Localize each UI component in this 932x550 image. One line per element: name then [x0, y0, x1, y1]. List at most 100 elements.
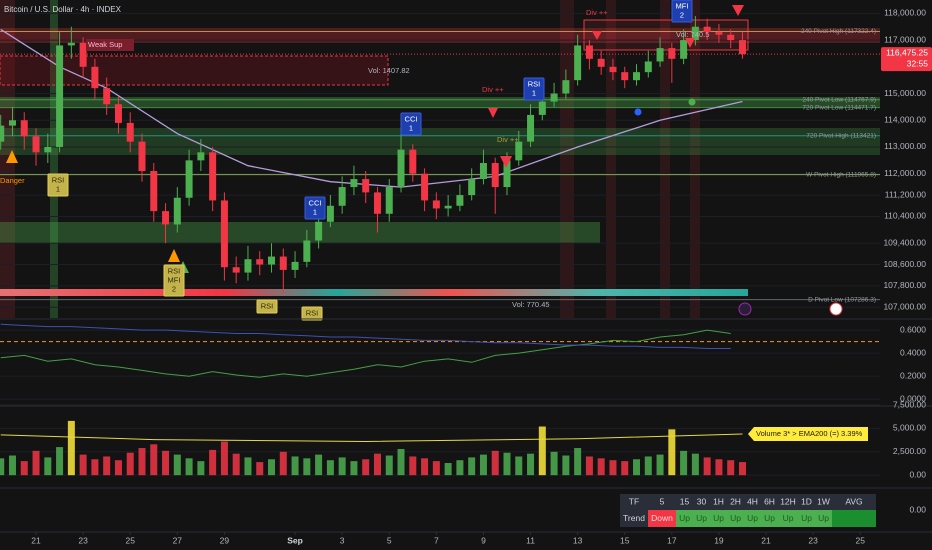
sell-marker	[488, 108, 498, 118]
table-cell	[648, 510, 676, 527]
signal-text: RSI	[261, 301, 274, 310]
signal-text: RSI	[528, 79, 541, 88]
volume-bar	[691, 453, 699, 476]
volume-bar	[491, 450, 499, 476]
candle-body	[432, 200, 440, 209]
x-tick-label: 7	[434, 535, 439, 545]
candle-body	[326, 205, 334, 222]
event-icon[interactable]	[738, 302, 752, 316]
volume-bar	[515, 456, 523, 476]
y-tick-label: 0.6000	[900, 324, 926, 334]
candle-body	[126, 122, 134, 142]
volume-bar	[326, 460, 334, 476]
table-header-cell	[778, 494, 798, 510]
zones	[0, 0, 880, 318]
volume-bar	[303, 458, 311, 476]
sell-marker	[685, 38, 695, 48]
volume-bar	[126, 452, 134, 476]
candle-body	[550, 93, 558, 102]
last-price-label: 116,475.25	[886, 47, 928, 57]
annotation: Danger	[0, 176, 25, 185]
candle-body	[703, 26, 711, 33]
candle-body	[56, 45, 64, 147]
ema-tag	[748, 427, 868, 441]
oscillator-line	[0, 329, 731, 378]
sell-marker	[732, 5, 744, 16]
table-header-cell	[832, 494, 876, 510]
candle-body	[362, 179, 370, 193]
volume-bar	[621, 461, 629, 476]
volume-bar	[291, 456, 299, 476]
sell-marker	[500, 156, 512, 168]
table-header-cell	[648, 494, 676, 510]
volume-bar	[633, 459, 641, 476]
table-header-cell	[744, 494, 761, 510]
y-tick-label: 0.00	[909, 504, 926, 514]
x-tick-label: 5	[387, 535, 392, 545]
candle-body	[0, 125, 5, 142]
signal-text: 1	[409, 123, 413, 132]
candle-body	[150, 171, 158, 212]
y-tick-label: 109,400.00	[883, 237, 926, 247]
signal-box	[304, 196, 326, 220]
candle-body	[279, 256, 287, 270]
candle-body	[350, 179, 358, 188]
candle-body	[691, 26, 699, 41]
candle-body	[397, 149, 405, 188]
table-value: Up	[713, 513, 724, 523]
candle-body	[574, 45, 582, 81]
candle-body	[114, 104, 122, 123]
candle-body	[515, 141, 523, 161]
y-tick-label: 111,200.00	[885, 189, 927, 199]
volume-bar	[444, 463, 452, 476]
annotation: Div ++	[586, 8, 608, 17]
candle-body	[103, 88, 111, 105]
candle-body	[680, 40, 688, 59]
annotation: Div ++	[497, 135, 519, 144]
table-header: 30	[697, 496, 707, 506]
price-axis	[880, 0, 932, 532]
candle-body	[727, 34, 735, 41]
table-header-cell	[727, 494, 744, 510]
volume-bar	[268, 459, 276, 476]
volume-bar	[574, 448, 582, 476]
oscillator-line	[0, 323, 731, 349]
signal-text: RSI	[306, 308, 319, 317]
candle-body	[715, 32, 723, 35]
candle-body	[220, 200, 228, 268]
table-cell	[693, 510, 710, 527]
volume-bar	[656, 454, 664, 476]
candle-body	[585, 45, 593, 59]
x-tick-label: 13	[573, 535, 583, 545]
volume-bar	[432, 461, 440, 476]
x-tick-label: 29	[220, 535, 230, 545]
table-cell	[744, 510, 761, 527]
candle-body	[291, 261, 299, 270]
table-value: Up	[801, 513, 812, 523]
candle-body	[456, 195, 464, 206]
volume-bar	[79, 454, 87, 476]
volume-bar	[114, 460, 122, 476]
volume-bar	[91, 459, 99, 476]
volume-bar	[244, 457, 252, 476]
table-cell	[676, 510, 693, 527]
signal-text: MFI	[168, 275, 181, 284]
volume-bar	[44, 457, 52, 476]
candle-body	[268, 256, 276, 265]
table-value: Up	[747, 513, 758, 523]
x-tick-label: 25	[855, 535, 865, 545]
table-cell	[778, 510, 798, 527]
candle-body	[232, 267, 240, 273]
y-tick-label: 107,800.00	[883, 280, 926, 290]
y-tick-label: 113,000.00	[884, 141, 926, 151]
candle-body	[79, 42, 87, 67]
ema-label: Volume 3* > EMA200 (=) 3.39%	[756, 429, 863, 438]
y-tick-label: 0.2000	[900, 370, 926, 380]
y-tick-label: 117,000.00	[884, 34, 926, 44]
x-tick-label: 3	[340, 535, 345, 545]
volume-bar	[138, 448, 146, 476]
event-icon[interactable]	[829, 302, 843, 316]
y-tick-label: 2,500.00	[893, 446, 926, 456]
x-tick-label: 15	[620, 535, 630, 545]
candle-body	[373, 192, 381, 214]
